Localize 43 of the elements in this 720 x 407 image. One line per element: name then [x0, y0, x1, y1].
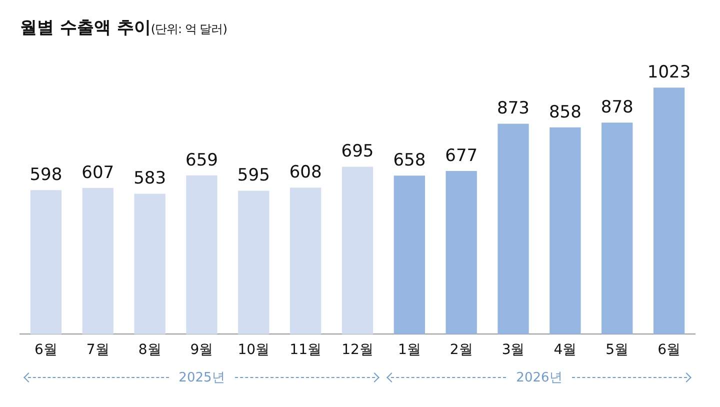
text: 2025년 [178, 370, 225, 386]
chart-subtitle: (단위: 억 달러) [150, 22, 227, 36]
bar [30, 190, 62, 334]
data-label: 1023 [647, 62, 691, 83]
x-tick-label: 5월 [606, 342, 629, 358]
x-tick-label: 6월 [658, 342, 680, 358]
bar [342, 166, 374, 334]
data-label: 858 [548, 102, 582, 122]
bar [602, 122, 633, 334]
data-label: 659 [186, 150, 218, 170]
x-tick-label: 6월 [34, 342, 58, 358]
data-label: 608 [289, 162, 322, 183]
data-label: 583 [134, 168, 166, 189]
x-tick-label: 11월 [290, 342, 322, 358]
bar [290, 188, 322, 334]
text: 2026년 [516, 370, 562, 386]
bar [446, 171, 477, 334]
data-label: 595 [237, 166, 270, 186]
x-tick-label: 4월 [554, 342, 577, 358]
bar [186, 175, 218, 334]
data-label: 658 [393, 150, 426, 171]
chart-title: 월별 수출액 추이 [20, 18, 151, 38]
bar [134, 194, 166, 334]
x-tick-label: 12월 [342, 342, 374, 358]
bar [498, 124, 529, 334]
bar [653, 88, 685, 334]
data-label: 873 [497, 98, 530, 119]
x-tick-label: 7월 [86, 342, 110, 358]
x-tick-label: 2월 [450, 342, 473, 358]
x-tick-label: 3월 [502, 342, 525, 358]
data-label: 607 [82, 162, 114, 183]
data-label: 598 [30, 165, 62, 186]
data-label: 677 [445, 146, 478, 166]
bar [550, 127, 581, 334]
data-label: 695 [341, 142, 374, 162]
x-tick-label: 9월 [190, 342, 214, 358]
data-label: 878 [600, 98, 634, 118]
bar [238, 190, 270, 334]
bar [394, 176, 425, 334]
bar [82, 188, 114, 334]
x-tick-label: 10월 [238, 342, 270, 358]
x-tick-label: 1월 [398, 342, 421, 358]
x-tick-label: 8월 [138, 342, 162, 358]
